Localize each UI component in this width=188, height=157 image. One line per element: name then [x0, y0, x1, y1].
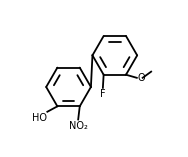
- Text: NO₂: NO₂: [69, 121, 88, 131]
- Text: F: F: [100, 89, 106, 99]
- Text: HO: HO: [32, 113, 47, 122]
- Text: O: O: [137, 73, 145, 83]
